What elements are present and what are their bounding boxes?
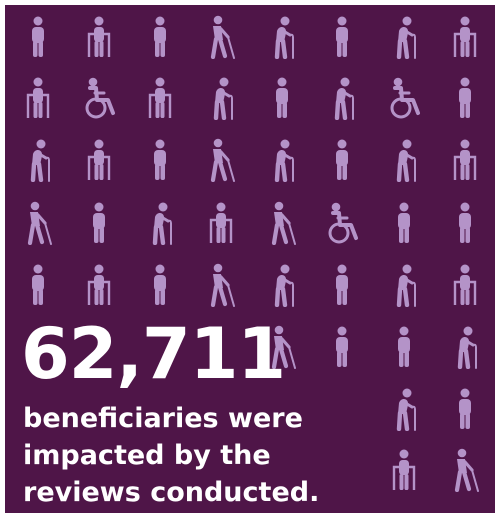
elderly-cane-person-icon (19, 138, 57, 182)
walker-person-icon (446, 263, 484, 307)
elderly-cane-person-icon (263, 15, 301, 59)
cane-person-icon (202, 15, 240, 59)
standing-person-icon (19, 263, 57, 307)
wheelchair-person-icon (385, 76, 423, 120)
cane-person-icon (202, 138, 240, 182)
people-icon-grid (5, 5, 495, 513)
caption-line: reviews conducted. (23, 477, 320, 508)
standing-person-icon (446, 387, 484, 431)
elderly-cane-person-icon (202, 76, 240, 120)
standing-person-icon (141, 15, 179, 59)
walker-person-icon (80, 138, 118, 182)
standing-person-icon (19, 15, 57, 59)
walker-person-icon (141, 76, 179, 120)
caption-line: beneficiaries were (23, 403, 303, 434)
cane-person-icon (446, 448, 484, 492)
cane-person-icon (263, 201, 301, 245)
elderly-cane-person-icon (385, 387, 423, 431)
elderly-cane-person-icon (263, 138, 301, 182)
elderly-cane-person-icon (385, 263, 423, 307)
walker-person-icon (446, 138, 484, 182)
walker-person-icon (385, 448, 423, 492)
elderly-cane-person-icon (385, 15, 423, 59)
standing-person-icon (385, 325, 423, 369)
standing-person-icon (263, 76, 301, 120)
standing-person-icon (323, 325, 361, 369)
cane-person-icon (263, 325, 301, 369)
infographic-panel: 62,711 beneficiaries were impacted by th… (5, 5, 495, 513)
standing-person-icon (446, 76, 484, 120)
wheelchair-person-icon (80, 76, 118, 120)
caption-line: impacted by the (23, 440, 271, 471)
walker-person-icon (446, 15, 484, 59)
elderly-cane-person-icon (446, 325, 484, 369)
standing-person-icon (323, 263, 361, 307)
wheelchair-person-icon (323, 201, 361, 245)
walker-person-icon (80, 15, 118, 59)
elderly-cane-person-icon (385, 138, 423, 182)
walker-person-icon (19, 76, 57, 120)
standing-person-icon (141, 138, 179, 182)
standing-person-icon (323, 15, 361, 59)
standing-person-icon (80, 201, 118, 245)
walker-person-icon (202, 201, 240, 245)
standing-person-icon (385, 201, 423, 245)
elderly-cane-person-icon (141, 201, 179, 245)
standing-person-icon (141, 263, 179, 307)
standing-person-icon (323, 138, 361, 182)
beneficiaries-caption: beneficiaries were impacted by the revie… (23, 400, 353, 511)
walker-person-icon (80, 263, 118, 307)
cane-person-icon (202, 263, 240, 307)
beneficiaries-count: 62,711 (21, 313, 286, 395)
elderly-cane-person-icon (263, 263, 301, 307)
elderly-cane-person-icon (323, 76, 361, 120)
standing-person-icon (446, 201, 484, 245)
cane-person-icon (19, 201, 57, 245)
